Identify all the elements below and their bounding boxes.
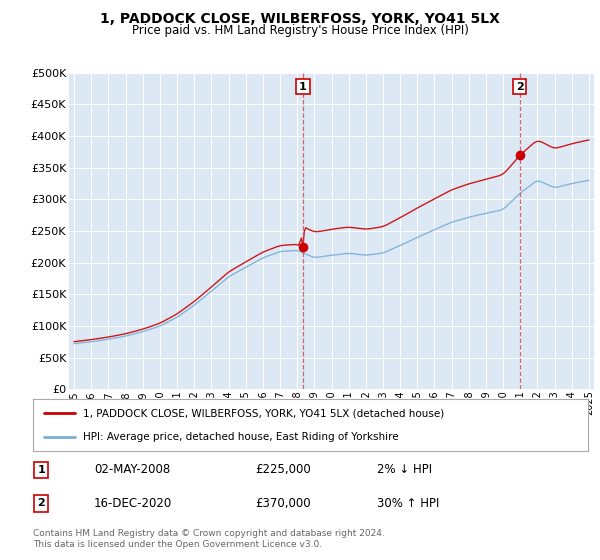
Text: 1, PADDOCK CLOSE, WILBERFOSS, YORK, YO41 5LX (detached house): 1, PADDOCK CLOSE, WILBERFOSS, YORK, YO41… [83, 408, 444, 418]
Text: £370,000: £370,000 [255, 497, 311, 510]
Text: 16-DEC-2020: 16-DEC-2020 [94, 497, 172, 510]
Text: Contains HM Land Registry data © Crown copyright and database right 2024.
This d: Contains HM Land Registry data © Crown c… [33, 529, 385, 549]
Text: 1, PADDOCK CLOSE, WILBERFOSS, YORK, YO41 5LX: 1, PADDOCK CLOSE, WILBERFOSS, YORK, YO41… [100, 12, 500, 26]
Text: 1: 1 [37, 465, 45, 475]
Text: HPI: Average price, detached house, East Riding of Yorkshire: HPI: Average price, detached house, East… [83, 432, 398, 442]
Text: 02-MAY-2008: 02-MAY-2008 [94, 463, 170, 477]
Text: 2: 2 [515, 82, 523, 92]
Text: £225,000: £225,000 [255, 463, 311, 477]
Text: 1: 1 [299, 82, 307, 92]
Text: 2: 2 [37, 498, 45, 508]
Text: 2% ↓ HPI: 2% ↓ HPI [377, 463, 432, 477]
Text: 30% ↑ HPI: 30% ↑ HPI [377, 497, 439, 510]
Text: Price paid vs. HM Land Registry's House Price Index (HPI): Price paid vs. HM Land Registry's House … [131, 24, 469, 36]
